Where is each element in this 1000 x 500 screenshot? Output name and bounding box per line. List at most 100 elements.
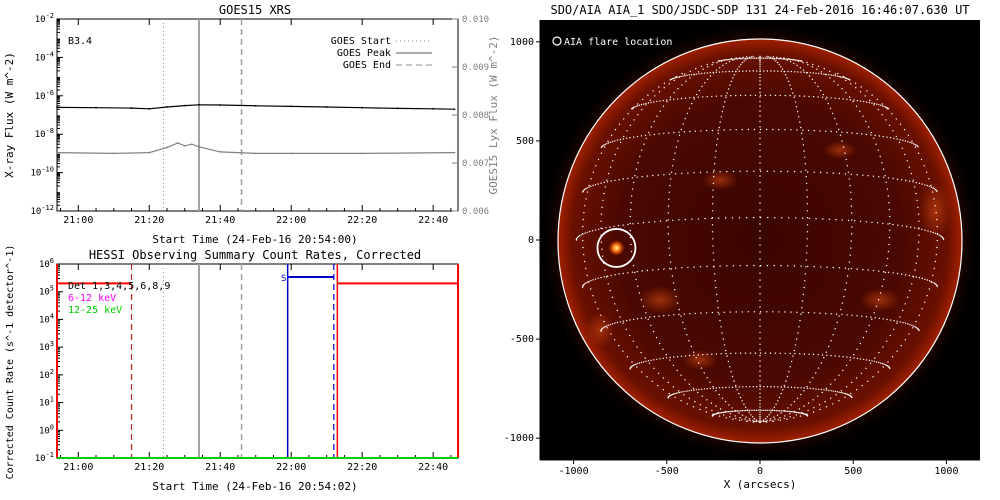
grid-dot [907,323,909,325]
grid-dot [717,311,719,314]
grid-dot [667,219,669,221]
grid-dot [662,377,665,379]
grid-dot [768,56,770,58]
grid-dot [828,345,830,348]
grid-dot [788,217,790,219]
grid-dot [872,269,875,272]
grid-dot [710,402,713,404]
grid-dot [909,324,911,326]
grid-dot [729,416,731,418]
grid-dot [921,308,923,310]
grid-dot [887,250,890,253]
grid-dot [675,295,677,298]
grid-dot [641,109,643,111]
grid-dot [774,352,777,354]
grid-dot [706,78,709,81]
grid-dot [703,388,706,390]
grid-dot [743,403,745,405]
grid-dot [920,158,923,161]
grid-dot [769,418,772,420]
grid-dot [646,175,649,177]
grid-dot [800,387,802,389]
grid-dot [801,132,803,134]
goes-data-point [112,152,115,155]
goes-flare-class: B3.4 [68,36,92,47]
grid-dot [873,360,876,363]
grid-dot [865,133,868,136]
grid-dot [853,99,855,101]
grid-dot [778,410,781,412]
grid-dot [627,223,629,226]
grid-dot [604,326,606,328]
goes-data-point [453,108,456,111]
grid-dot [588,281,590,283]
grid-dot [759,325,761,327]
grid-dot [850,392,852,395]
grid-dot [606,181,609,183]
grid-dot [691,102,693,105]
grid-dot [753,311,756,313]
grid-dot [775,409,777,412]
grid-dot [753,421,755,423]
grid-dot [609,289,611,292]
grid-dot [856,132,858,135]
grid-dot [800,171,802,173]
grid-dot [738,386,740,388]
grid-dot [726,355,728,357]
grid-dot [729,129,731,131]
grid-dot [700,65,703,68]
grid-dot [905,179,907,182]
grid-dot [896,322,898,324]
grid-dot [914,326,916,328]
grid-dot [745,386,747,388]
grid-dot [859,358,862,360]
aia-solar-disk [558,39,962,443]
grid-dot [774,94,777,97]
grid-dot [888,208,891,211]
grid-dot [614,129,617,131]
grid-dot [725,417,727,419]
grid-dot [759,279,761,281]
grid-dot [793,265,796,267]
grid-dot [633,119,635,121]
grid-dot [755,420,758,423]
grid-dot [782,410,784,412]
grid-dot [941,236,943,238]
grid-dot [825,387,828,390]
legend-goes-start: GOES Start [331,36,391,47]
grid-dot [759,403,761,405]
grid-dot [807,63,809,66]
grid-dot [784,94,786,97]
grid-dot [846,131,848,134]
grid-dot [868,101,871,104]
grid-dot [928,280,931,282]
grid-dot [801,307,803,309]
grid-dot [725,71,727,73]
grid-dot [757,57,759,59]
grid-dot [805,259,807,261]
grid-dot [605,227,607,229]
grid-dot [678,219,680,221]
grid-dot [793,401,796,403]
grid-dot [851,381,853,384]
grid-dot [704,82,706,84]
goes-y-tick-label: 10-10 [31,166,55,179]
grid-dot [796,129,798,131]
grid-dot [778,128,780,131]
grid-dot [629,137,631,139]
grid-dot [691,218,693,220]
goes-data-point [361,152,364,155]
grid-dot [759,349,761,351]
grid-dot [725,59,728,61]
grid-dot [823,357,825,359]
grid-dot [680,355,683,357]
grid-dot [840,308,842,311]
grid-dot [809,381,811,383]
grid-dot [851,219,853,221]
grid-dot [609,323,612,326]
grid-dot [733,58,735,60]
grid-dot [870,316,872,318]
grid-dot [932,231,934,234]
grid-dot [693,354,695,356]
grid-dot [789,95,791,97]
